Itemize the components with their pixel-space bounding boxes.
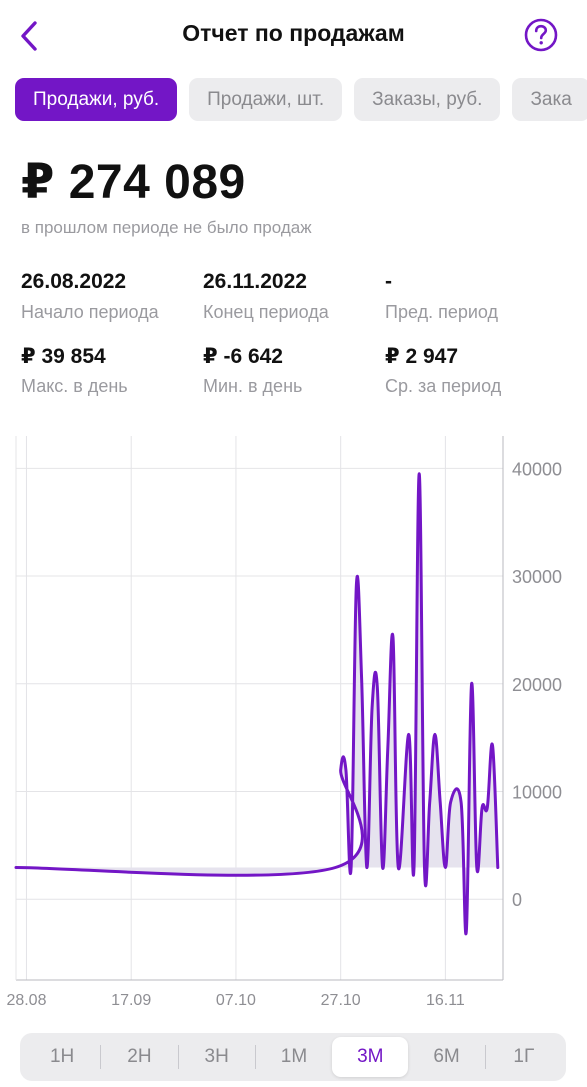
tab-sales-rub[interactable]: Продажи, руб. bbox=[15, 78, 178, 121]
tab-sales-pcs[interactable]: Продажи, шт. bbox=[189, 78, 343, 121]
min-per-day-label: Мин. в день bbox=[203, 376, 303, 396]
y-tick-label: 10000 bbox=[512, 782, 562, 802]
period-2w[interactable]: 2Н bbox=[127, 1046, 152, 1067]
period-separator bbox=[177, 1045, 179, 1069]
period-end-label: Конец периода bbox=[203, 302, 329, 322]
tab-orders-pcs[interactable]: Зака bbox=[512, 78, 587, 121]
back-button[interactable] bbox=[12, 16, 46, 56]
period-separator bbox=[484, 1045, 486, 1069]
avg-per-period-value: ₽ 2 947 bbox=[385, 345, 458, 368]
y-tick-label: 40000 bbox=[512, 459, 562, 479]
period-selector: 1Н 2Н 3Н 1М 3М 6М 1Г bbox=[20, 1033, 566, 1081]
x-tick-label: 27.10 bbox=[321, 992, 361, 1009]
avg-per-period-label: Ср. за период bbox=[385, 376, 502, 396]
tab-orders-rub[interactable]: Заказы, руб. bbox=[354, 78, 501, 121]
min-per-day-value: ₽ -6 642 bbox=[203, 345, 283, 368]
period-separator bbox=[100, 1045, 102, 1069]
prev-period-label: Пред. период bbox=[385, 302, 499, 322]
chevron-left-icon bbox=[21, 21, 37, 51]
y-tick-label: 20000 bbox=[512, 675, 562, 695]
x-tick-label: 17.09 bbox=[111, 992, 151, 1009]
period-1m[interactable]: 1М bbox=[280, 1046, 308, 1067]
x-tick-label: 16.11 bbox=[426, 992, 465, 1009]
period-end-value: 26.11.2022 bbox=[203, 270, 307, 293]
sales-chart: 0 10000 20000 30000 40000 28.08 17.09 07.10 27.1… bbox=[0, 430, 587, 1020]
period-6m[interactable]: 6М bbox=[433, 1046, 460, 1067]
period-start-label: Начало периода bbox=[21, 302, 159, 322]
series-line bbox=[14, 472, 500, 936]
total-sales: ₽ 274 089 bbox=[21, 156, 246, 209]
period-3m[interactable]: 3М bbox=[332, 1037, 409, 1077]
metric-tabs: Продажи, руб. Продажи, шт. Заказы, руб. Зак… bbox=[15, 78, 587, 122]
previous-period-note: в прошлом периоде не было продаж bbox=[21, 218, 312, 237]
max-per-day-value: ₽ 39 854 bbox=[21, 345, 106, 368]
series-area bbox=[16, 473, 498, 934]
prev-period-value: - bbox=[385, 270, 392, 293]
help-button[interactable] bbox=[522, 16, 560, 54]
period-1w[interactable]: 1Н bbox=[49, 1046, 75, 1067]
page-title: Отчет по продажам bbox=[182, 20, 405, 46]
header: Отчет по продажам bbox=[0, 0, 587, 72]
period-3w[interactable]: 3Н bbox=[204, 1046, 229, 1067]
y-tick-label: 30000 bbox=[512, 567, 562, 587]
y-tick-label: 0 bbox=[512, 890, 522, 910]
x-tick-label: 07.10 bbox=[216, 992, 256, 1009]
period-1y[interactable]: 1Г bbox=[513, 1046, 535, 1067]
sales-chart-svg: 0 10000 20000 30000 40000 28.08 17.09 07.10 27.1… bbox=[6, 436, 562, 1009]
max-per-day-label: Макс. в день bbox=[21, 376, 128, 396]
x-tick-label: 28.08 bbox=[6, 992, 46, 1009]
question-circle-icon bbox=[524, 18, 558, 52]
period-separator bbox=[254, 1045, 256, 1069]
period-start-value: 26.08.2022 bbox=[21, 270, 127, 293]
